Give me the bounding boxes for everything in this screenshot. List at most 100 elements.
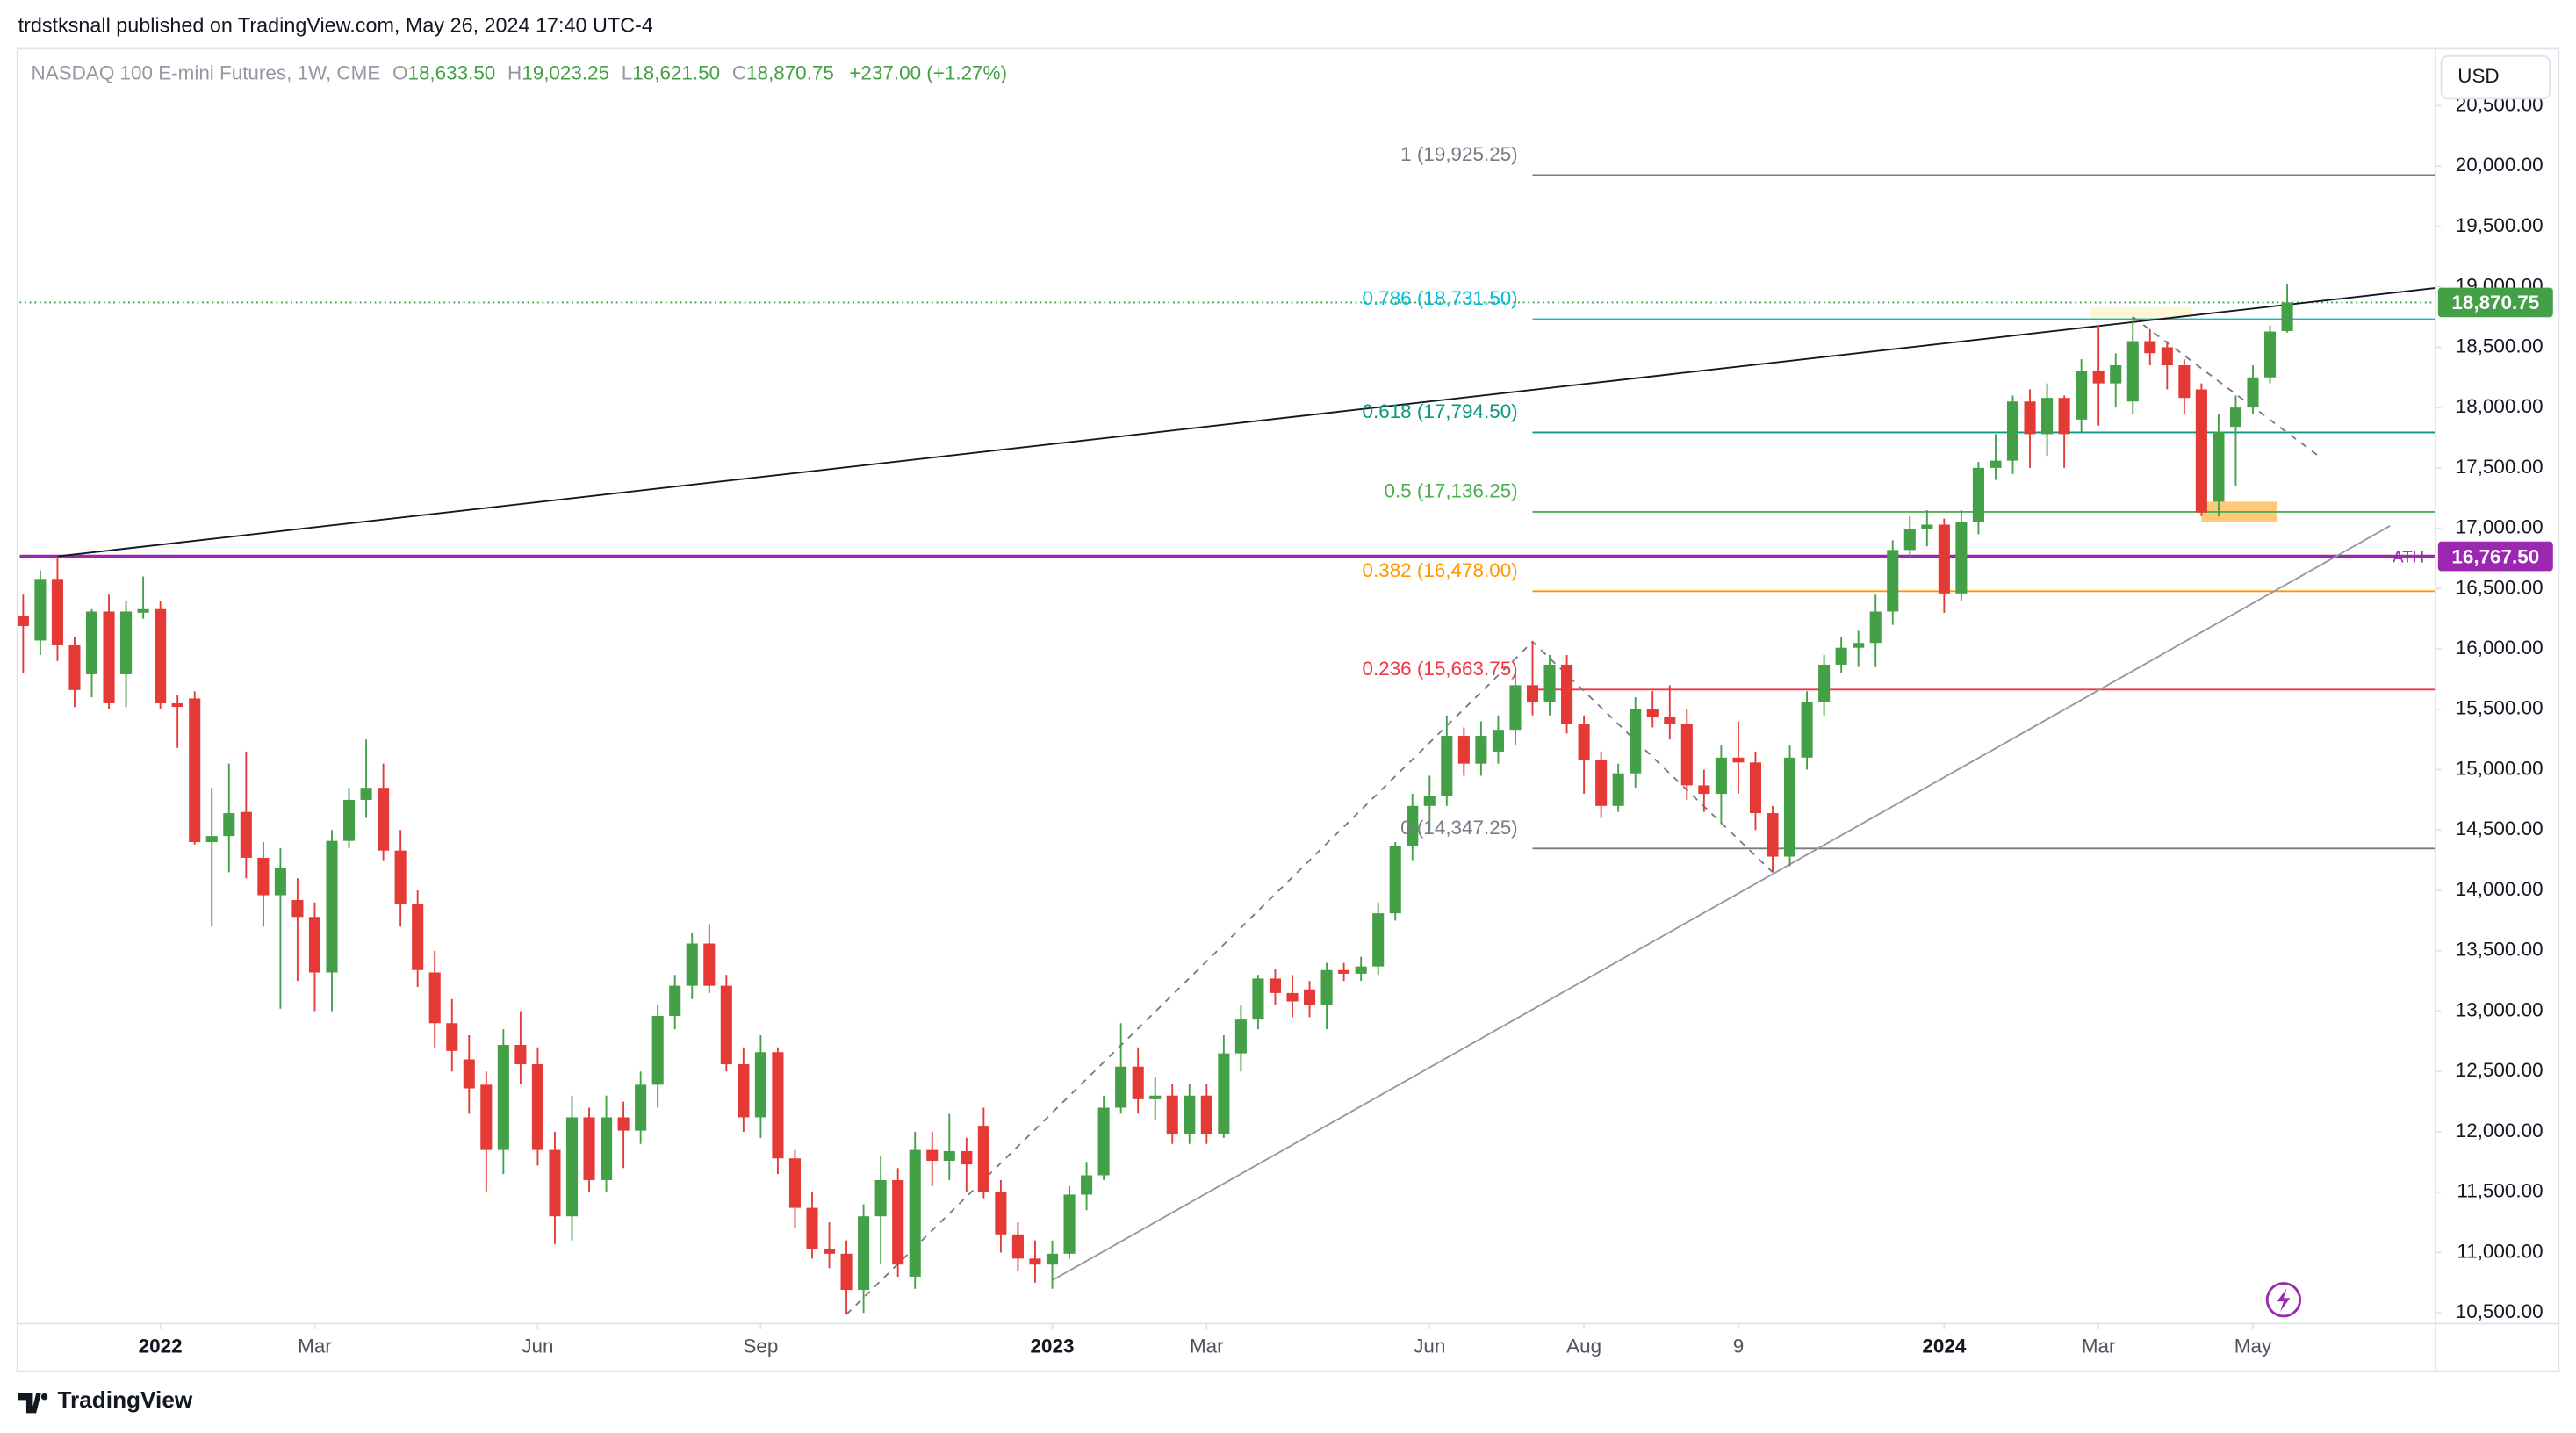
candle-body	[514, 1044, 527, 1064]
candle-body	[189, 698, 201, 843]
l-label: L	[622, 61, 632, 83]
candle-body	[840, 1253, 853, 1291]
candle-body	[394, 850, 407, 904]
candle-body	[1338, 969, 1350, 974]
candle-body	[635, 1084, 647, 1131]
candle-body	[205, 836, 218, 843]
publisher: trdstksnall published on TradingView.com…	[18, 13, 653, 36]
x-tick-label: Aug	[1566, 1335, 1601, 1357]
trend-line	[57, 287, 2436, 558]
candle-body	[1698, 785, 1710, 795]
candle-body	[1543, 664, 1556, 702]
candle-body	[257, 857, 270, 896]
currency[interactable]: USD	[2457, 65, 2499, 87]
y-tick-label: 12,000.00	[2456, 1120, 2544, 1141]
candle-body	[788, 1158, 802, 1208]
candle-body	[1372, 913, 1385, 967]
candle-body	[977, 1126, 989, 1192]
candle-body	[274, 867, 286, 896]
candle-body	[412, 904, 424, 970]
y-tick-label: 16,500.00	[2456, 576, 2544, 598]
candle-body	[497, 1044, 509, 1150]
l-value: 18,621.50	[632, 61, 720, 83]
candle-body	[772, 1052, 784, 1159]
plot	[18, 174, 2436, 1315]
y-tick-label: 10,500.00	[2456, 1300, 2544, 1322]
candle-body	[1869, 611, 1882, 644]
candle-body	[2006, 401, 2019, 461]
candle-body	[995, 1192, 1007, 1235]
candle-body	[1097, 1107, 1110, 1176]
last-price-label: 18,870.75	[2451, 292, 2539, 313]
brand-logo	[18, 1393, 48, 1414]
candle-body	[1972, 467, 1984, 522]
ath-price-tag	[2437, 541, 2553, 572]
candle-body	[1320, 969, 1333, 1005]
dashed-projection	[2132, 316, 2322, 459]
candle-body	[1234, 1019, 1247, 1054]
candle-body	[1835, 647, 1847, 665]
fib-label: 0.382 (16,478.00)	[1363, 559, 1518, 581]
change: +237.00 (+1.27%)	[849, 61, 1007, 83]
brand: TradingView	[57, 1386, 192, 1413]
candle-body	[1801, 702, 1813, 758]
y-tick-label: 18,000.00	[2456, 395, 2544, 417]
candle-body	[2263, 331, 2277, 378]
candle-body	[463, 1059, 475, 1089]
candle-body	[1612, 773, 1624, 806]
candle-body	[2229, 407, 2242, 428]
x-tick-label: 2022	[139, 1335, 183, 1357]
candle-body	[2058, 398, 2070, 435]
x-tick-label: Mar	[2082, 1335, 2116, 1357]
candle-body	[1630, 709, 1642, 774]
candle-body	[1732, 757, 1745, 763]
x-tick-label: May	[2234, 1335, 2272, 1357]
y-tick-label: 14,000.00	[2456, 878, 2544, 900]
candle-body	[1184, 1095, 1196, 1134]
candle-body	[1783, 757, 1796, 857]
o-label: O	[392, 61, 407, 83]
candle-body	[1407, 805, 1419, 846]
candle-body	[720, 985, 732, 1064]
candle-body	[1269, 978, 1282, 993]
candle-body	[2161, 347, 2173, 366]
candle-body	[549, 1149, 561, 1217]
y-tick-label: 11,000.00	[2457, 1240, 2543, 1262]
ath-price-label: 16,767.50	[2451, 545, 2539, 567]
currency-button[interactable]	[2440, 54, 2551, 100]
x-tick-label: 2024	[1922, 1335, 1966, 1357]
candle-body	[583, 1117, 595, 1180]
candle-body	[308, 917, 321, 973]
candle-body	[137, 608, 149, 613]
candle-body	[1149, 1095, 1162, 1099]
candle-body	[171, 702, 183, 708]
candle-body	[1767, 813, 1779, 857]
lightning-icon[interactable]	[2265, 1282, 2302, 1318]
fib-label: 0.236 (15,663.75)	[1363, 658, 1518, 680]
candle-body	[1715, 757, 1727, 795]
candle-body	[2178, 365, 2191, 399]
candle-body	[1389, 846, 1401, 914]
candle-body	[1441, 736, 1453, 796]
candle-body	[738, 1063, 750, 1118]
candle-body	[1457, 736, 1470, 764]
candle-body	[565, 1117, 579, 1217]
candle-body	[858, 1216, 870, 1291]
candle-body	[1286, 992, 1299, 1002]
candle-body	[1132, 1066, 1144, 1099]
candle-body	[754, 1052, 766, 1118]
candle-body	[2126, 341, 2139, 402]
candle-body	[1423, 796, 1436, 806]
y-tick-label: 18,500.00	[2456, 335, 2544, 356]
axes: 1 (19,925.25) 0.786 (18,731.50) 0.618 (17,…	[139, 93, 2553, 1357]
candle-body	[1303, 989, 1316, 1005]
candle-body	[1081, 1175, 1093, 1195]
candle-body	[34, 579, 47, 641]
o-value: 18,633.50	[407, 61, 495, 83]
last-price-tag	[2437, 287, 2553, 318]
candle-body	[240, 811, 252, 858]
y-tick-label: 17,500.00	[2456, 456, 2544, 478]
fib-label: 1 (19,925.25)	[1400, 143, 1517, 165]
trend-line	[1052, 525, 2391, 1281]
